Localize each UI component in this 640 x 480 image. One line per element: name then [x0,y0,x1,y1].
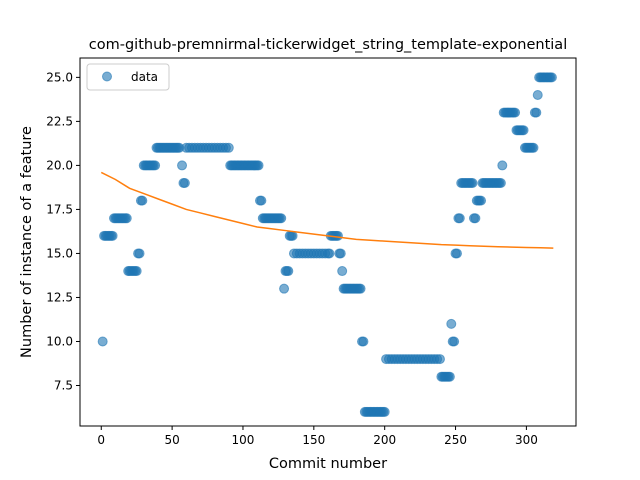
y-tick-label: 12.5 [46,290,73,304]
x-axis-label: Commit number [269,456,387,472]
data-point [121,213,132,224]
y-tick-label: 17.5 [46,202,73,216]
y-tick-label: 20.0 [46,158,73,172]
data-point [107,230,118,241]
x-tick-label: 100 [232,433,255,447]
data-point [510,107,521,118]
plot-area [97,72,557,417]
legend-box [86,63,170,91]
data-point [497,160,508,171]
data-point [134,248,145,259]
data-point [531,107,542,118]
y-tick-label: 25.0 [46,70,73,84]
legend-marker [102,71,112,82]
legend: data [86,63,170,91]
y-tick-label: 22.5 [46,114,73,128]
data-point [495,178,506,189]
data-point [324,248,335,259]
x-tick-label: 0 [97,433,105,447]
data-point [358,336,369,347]
data-point [283,266,294,277]
data-point [253,160,264,171]
data-point [131,266,142,277]
data-point [256,195,267,206]
fit-curve [100,171,554,249]
x-tick-label: 150 [302,433,325,447]
y-tick-label: 10.0 [46,334,73,348]
data-point [332,230,343,241]
data-point [177,160,188,171]
data-point [279,283,290,294]
data-point [476,195,487,206]
data-point [355,283,366,294]
y-tick-label: 15.0 [46,246,73,260]
x-tick-label: 50 [164,433,179,447]
data-point [451,248,462,259]
data-point [97,336,108,347]
data-point [276,213,287,224]
data-point [546,72,557,83]
data-point [179,178,190,189]
data-point [150,160,161,171]
data-point [467,178,478,189]
data-point [287,230,298,241]
x-tick-label: 300 [515,433,538,447]
axes: 0 50 100 150 200 250 300 7.5 10.0 12.5 15.0 17.5 20.… [46,57,577,447]
data-point [518,125,529,136]
data-point [379,406,390,417]
plot-frame [79,57,577,427]
data-point [454,213,465,224]
data-point [528,142,539,153]
data-point [335,248,346,259]
data-point [223,142,234,153]
chart-title: com-github-premnirmal-tickerwidget_strin… [89,37,567,53]
data-point [137,195,148,206]
data-point [532,89,543,100]
x-tick-label: 200 [373,433,396,447]
y-axis-label: Number of instance of a feature [19,126,35,358]
data-point [470,213,481,224]
legend-label: data [131,70,158,84]
y-tick-label: 7.5 [54,379,73,393]
x-tick-label: 250 [444,433,467,447]
data-point [449,336,460,347]
data-point [444,371,455,382]
data-point [337,266,348,277]
data-point [434,354,445,365]
data-point [446,318,457,329]
